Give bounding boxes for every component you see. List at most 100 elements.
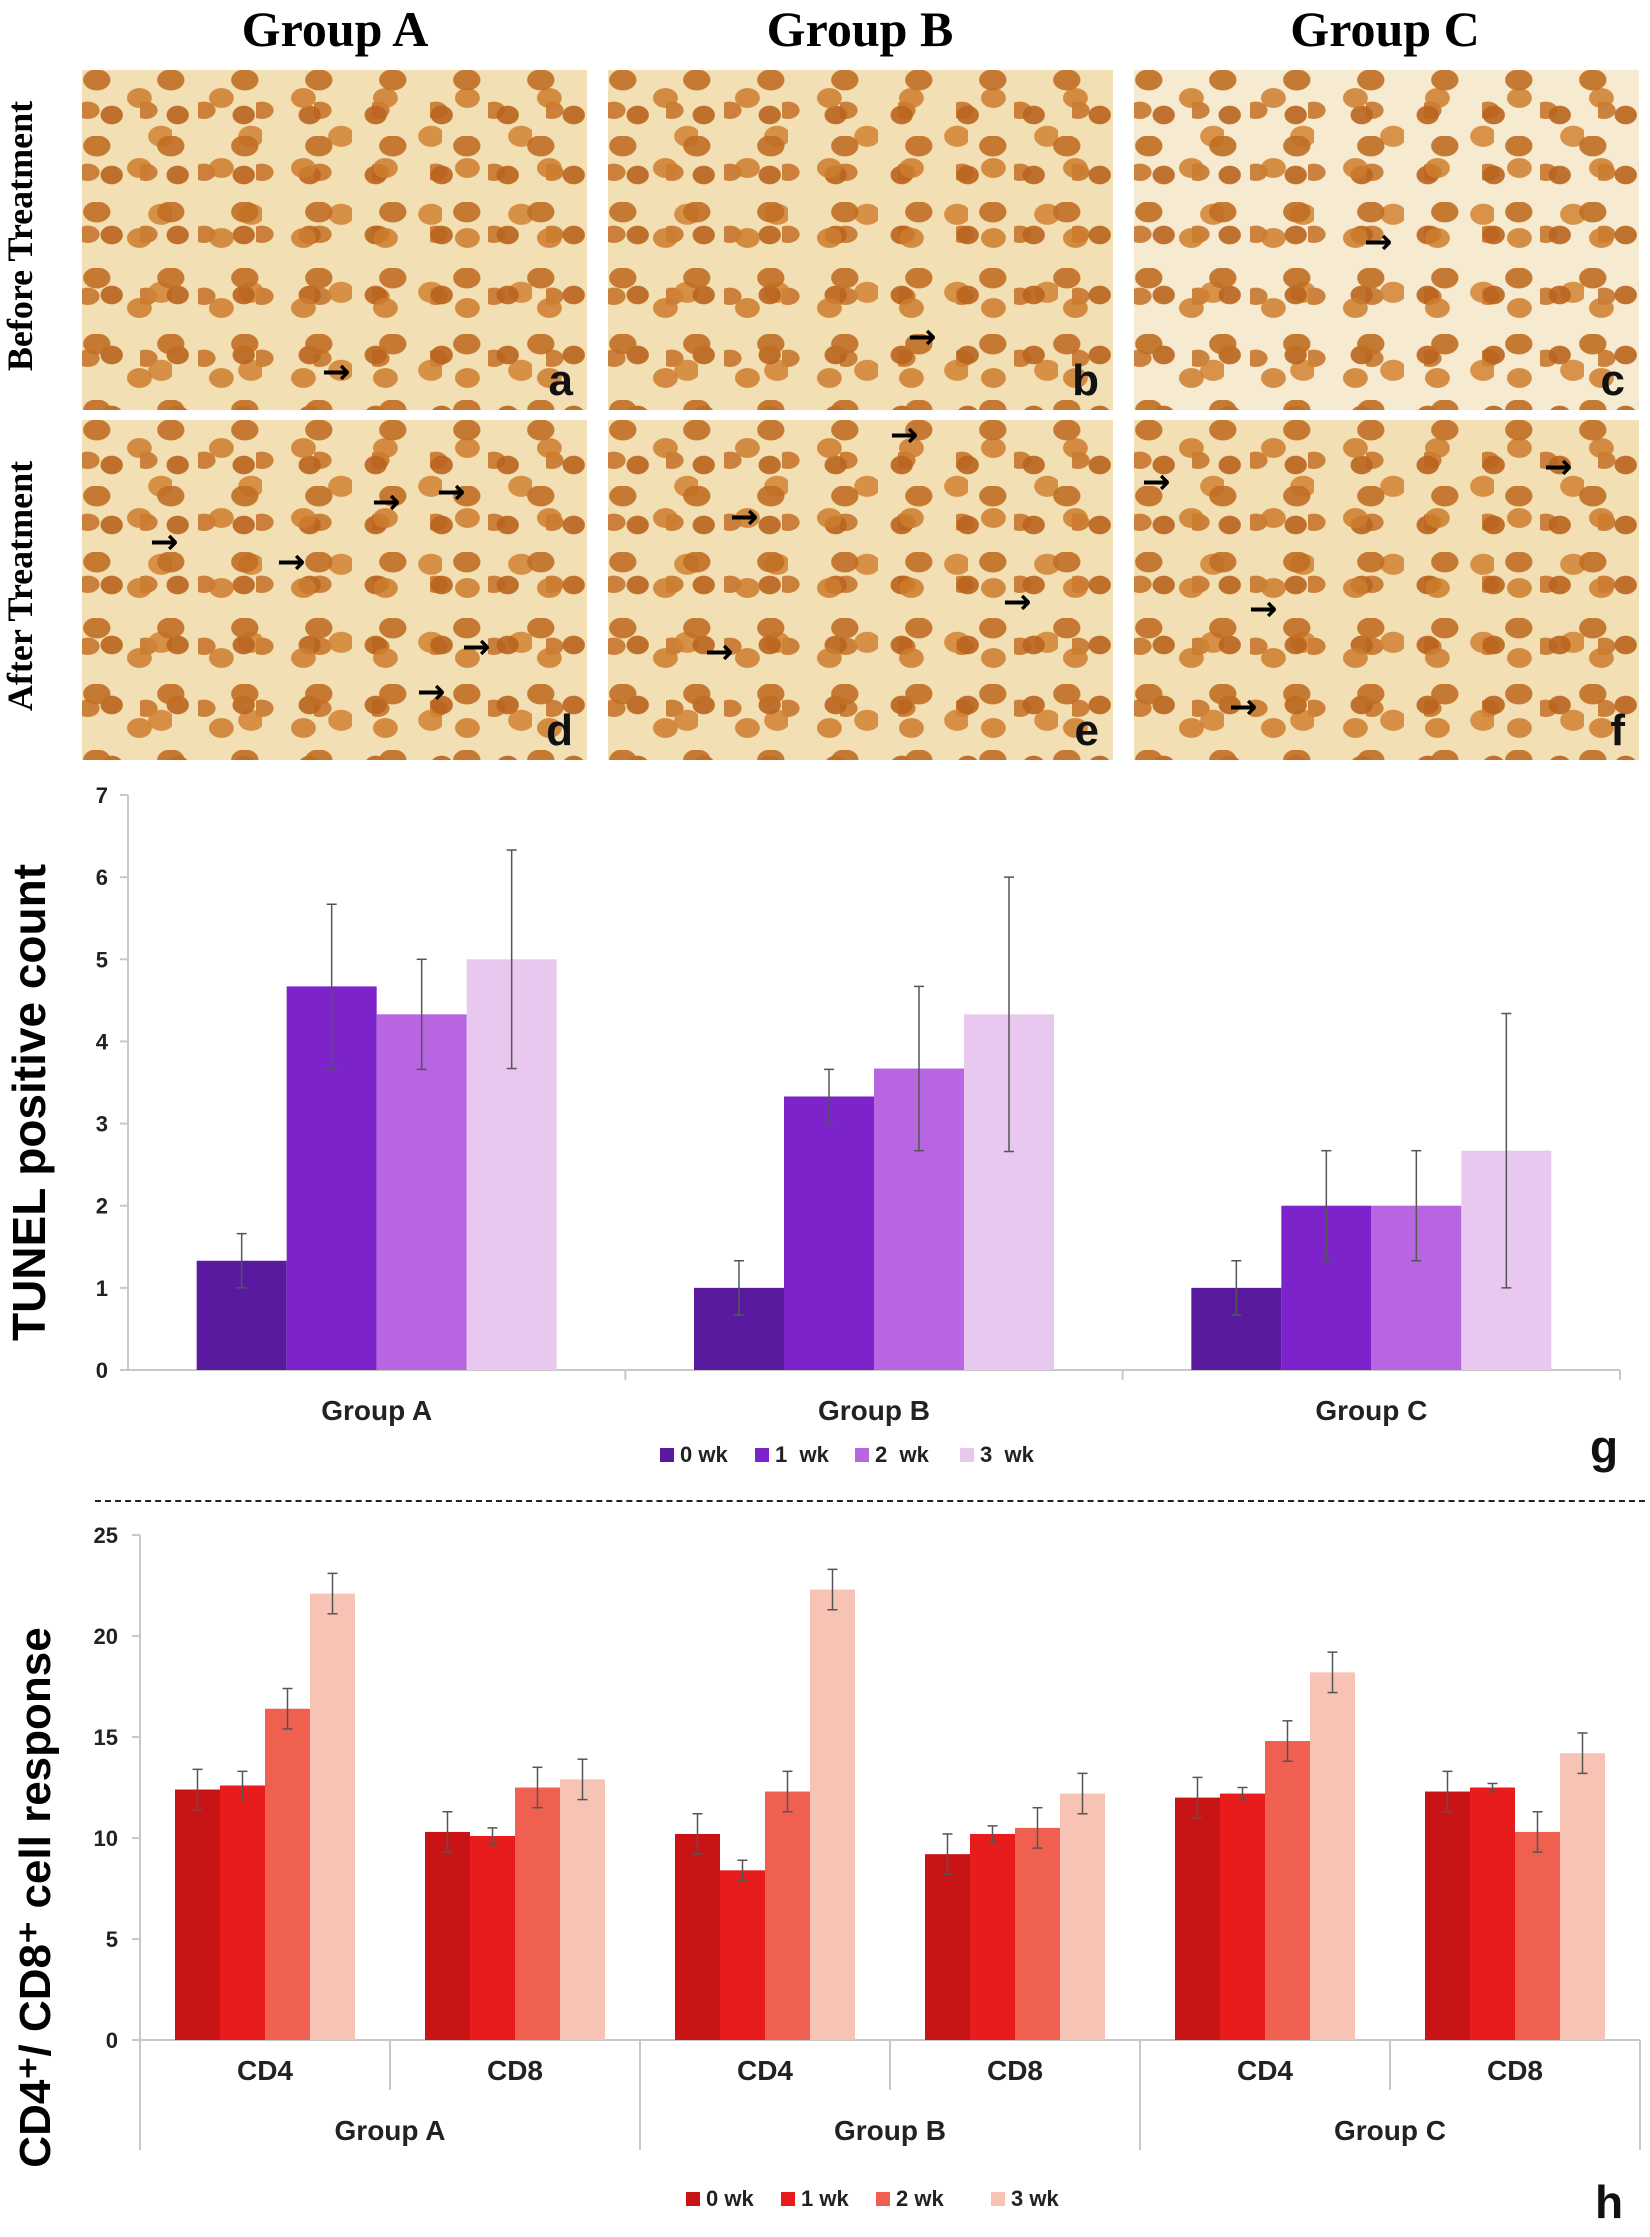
micrograph-b: → b: [608, 70, 1113, 410]
bar: [720, 1870, 765, 2040]
y-tick-label: 5: [96, 947, 108, 972]
column-title-group-a: Group A: [241, 1, 429, 57]
micrograph-c: → c: [1134, 70, 1639, 410]
bar: [310, 1593, 355, 2040]
legend-swatch: [781, 2192, 795, 2206]
panel-letter-g: g: [1590, 1421, 1619, 1473]
bar: [1220, 1793, 1265, 2040]
x-tick-label: CD4: [737, 2055, 793, 2086]
y-tick-label: 6: [96, 865, 108, 890]
arrow-icon: →: [462, 627, 491, 667]
y-tick-label: 0: [106, 2028, 118, 2053]
panel-letter-h: h: [1595, 2176, 1624, 2228]
y-tick-label: 1: [96, 1276, 108, 1301]
bar: [220, 1785, 265, 2040]
arrow-icon: →: [372, 482, 401, 522]
bar: [1175, 1797, 1220, 2040]
bar: [784, 1096, 874, 1370]
arrow-icon: →: [1229, 687, 1258, 727]
legend-swatch: [960, 1448, 974, 1462]
group-label: Group A: [335, 2115, 446, 2146]
bar: [810, 1589, 855, 2040]
y-axis-title: CD4⁺/ CD8⁺ cell response: [11, 1627, 60, 2167]
y-tick-label: 3: [96, 1112, 108, 1137]
legend-swatch: [660, 1448, 674, 1462]
x-tick-label: CD4: [1237, 2055, 1293, 2086]
y-tick-label: 2: [96, 1194, 108, 1219]
bar: [1515, 1831, 1560, 2040]
y-tick-label: 5: [106, 1927, 118, 1952]
y-tick-label: 4: [96, 1029, 109, 1054]
bar: [970, 1833, 1015, 2040]
bar: [515, 1787, 560, 2040]
micrograph-d: → → → → → → d: [82, 420, 587, 760]
bar: [1470, 1787, 1515, 2040]
panel-letter-d: d: [546, 706, 573, 755]
micrograph-f: → → → → f: [1134, 420, 1639, 760]
y-tick-label: 20: [94, 1624, 118, 1649]
legend-label: 3 wk: [980, 1442, 1035, 1467]
bar: [1310, 1672, 1355, 2040]
legend-swatch: [755, 1448, 769, 1462]
panel-letter-a: a: [548, 356, 573, 405]
bar: [1265, 1741, 1310, 2040]
bar: [1060, 1793, 1105, 2040]
x-tick-label: CD8: [1487, 2055, 1543, 2086]
group-label: Group B: [834, 2115, 946, 2146]
bar: [425, 1831, 470, 2040]
arrow-icon: →: [1544, 447, 1573, 487]
x-tick-label: CD8: [487, 2055, 543, 2086]
arrow-icon: →: [277, 542, 306, 582]
y-tick-label: 25: [94, 1523, 118, 1548]
panel-letter-e: e: [1074, 706, 1099, 755]
legend-label: 1 wk: [801, 2186, 849, 2211]
legend-swatch: [855, 1448, 869, 1462]
arrow-icon: →: [1003, 582, 1032, 622]
y-tick-label: 0: [96, 1358, 108, 1383]
column-title-group-b: Group B: [766, 1, 954, 57]
legend-swatch: [686, 2192, 700, 2206]
panel-letter-c: c: [1600, 356, 1625, 405]
bar: [560, 1779, 605, 2040]
arrow-icon: →: [1142, 462, 1171, 502]
arrow-icon: →: [437, 472, 466, 512]
arrow-icon: →: [1364, 222, 1393, 262]
x-tick-label: CD4: [237, 2055, 293, 2086]
bar: [925, 1854, 970, 2040]
legend-label: 2 wk: [875, 1442, 930, 1467]
legend-label: 1 wk: [775, 1442, 830, 1467]
arrow-icon: →: [150, 522, 179, 562]
bar: [175, 1789, 220, 2040]
column-title-group-c: Group C: [1290, 1, 1480, 57]
arrow-icon: →: [322, 352, 351, 392]
x-tick-label: Group C: [1315, 1395, 1427, 1426]
group-label: Group C: [1334, 2115, 1446, 2146]
micrograph-a: → a: [82, 70, 587, 410]
legend-label: 0 wk: [680, 1442, 728, 1467]
arrow-icon: →: [705, 632, 734, 672]
x-tick-label: Group A: [321, 1395, 432, 1426]
arrow-icon: →: [1249, 589, 1278, 629]
row-label-after: After Treatment: [0, 460, 40, 712]
arrow-icon: →: [730, 497, 759, 537]
legend-swatch: [876, 2192, 890, 2206]
legend-label: 0 wk: [706, 2186, 754, 2211]
row-label-before: Before Treatment: [0, 100, 40, 372]
bar: [1425, 1791, 1470, 2040]
bar: [1560, 1753, 1605, 2040]
bar: [675, 1833, 720, 2040]
y-tick-label: 7: [96, 783, 108, 808]
bar: [470, 1835, 515, 2040]
x-tick-label: Group B: [818, 1395, 930, 1426]
chart-tunel: 0 1 2 3 4 5 6 7 TUNEL positive count Group A Group…: [3, 783, 1621, 1467]
y-tick-label: 10: [94, 1826, 118, 1851]
arrow-icon: →: [908, 317, 937, 357]
legend-label: 2 wk: [896, 2186, 944, 2211]
bar: [765, 1791, 810, 2040]
y-axis-title: TUNEL positive count: [3, 864, 55, 1341]
legend-label: 3 wk: [1011, 2186, 1059, 2211]
y-tick-label: 15: [94, 1725, 118, 1750]
arrow-icon: →: [417, 672, 446, 712]
bar: [265, 1708, 310, 2040]
micrograph-e: → → → → e: [608, 420, 1113, 760]
